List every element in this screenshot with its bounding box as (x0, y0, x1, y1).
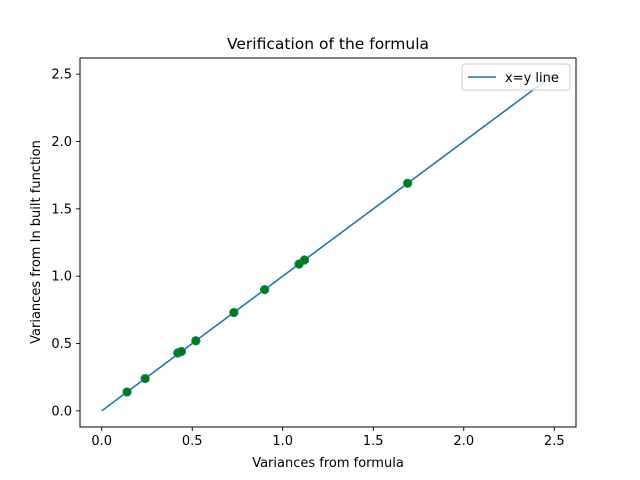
legend: x=y line (461, 63, 571, 91)
scatter-point (176, 346, 187, 357)
scatter-point (140, 373, 150, 384)
series-line-x-equals-y (101, 73, 555, 412)
scatter-point (402, 178, 413, 188)
x-axis-label: Variances from formula (252, 456, 404, 471)
scatter-point (191, 336, 201, 346)
axes-frame (79, 57, 577, 428)
scatter-point (122, 387, 132, 397)
x-tick-label: 1.5 (363, 434, 384, 449)
legend-box (461, 63, 571, 91)
x-tick-label: 2.5 (544, 434, 565, 449)
y-axis: 0.0 0.5 1.0 1.5 2.0 2.5 (51, 68, 80, 419)
plot-area (101, 73, 555, 412)
x-axis: 0.0 0.5 1.0 1.5 2.0 2.5 (91, 427, 565, 449)
x-tick-label: 0.5 (182, 434, 203, 449)
y-tick-label: 1.5 (51, 202, 72, 217)
x-tick-label: 2.0 (453, 434, 474, 449)
scatter-point (229, 307, 239, 318)
y-tick-label: 2.0 (51, 135, 72, 150)
y-tick-label: 0.0 (51, 404, 72, 419)
y-tick-label: 0.5 (51, 337, 72, 352)
y-tick-label: 1.0 (51, 270, 72, 285)
x-tick-label: 1.0 (272, 434, 293, 449)
scatter-point (299, 255, 310, 265)
legend-label: x=y line (505, 71, 559, 86)
x-tick-label: 0.0 (91, 434, 112, 449)
y-tick-label: 2.5 (51, 68, 72, 83)
chart-title: Verification of the formula (227, 35, 429, 53)
scatter-point (259, 284, 270, 295)
y-axis-label: Variances from In built function (29, 140, 44, 344)
